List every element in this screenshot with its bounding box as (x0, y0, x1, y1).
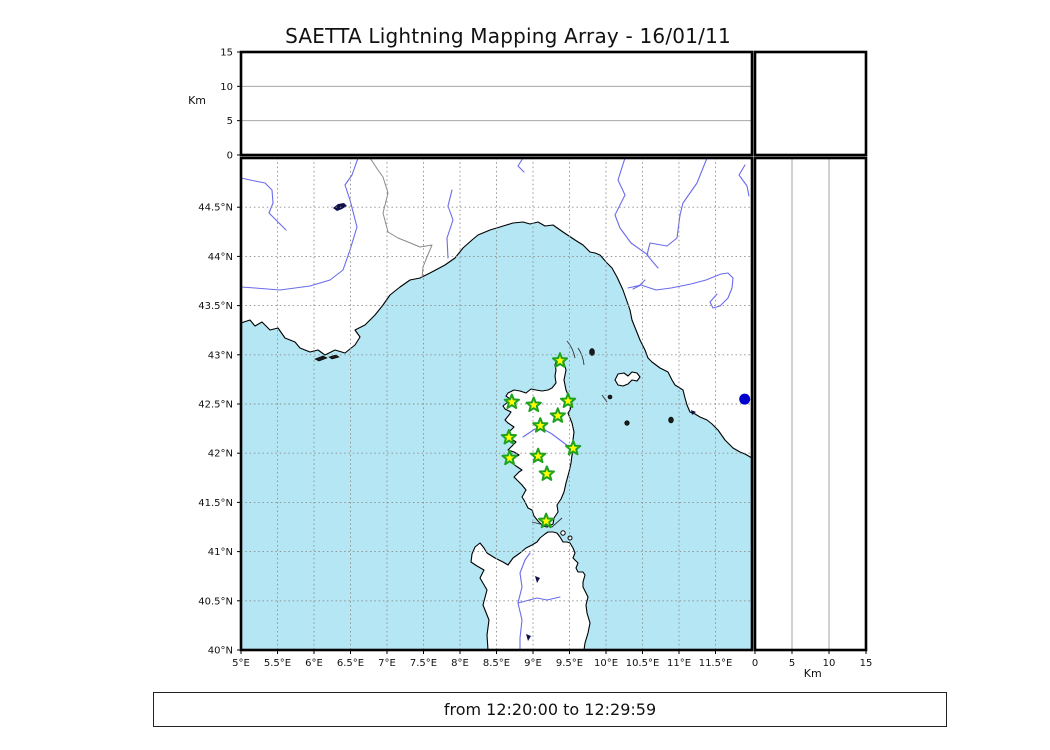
hyeres-islands (314, 354, 340, 362)
lat-tick-label: 43.5°N (198, 301, 233, 312)
sardinia-island (470, 531, 591, 650)
panel-gridlines (241, 85, 830, 650)
sardinia-lake (535, 576, 540, 583)
altitude-longitude-panel-bg (241, 52, 752, 155)
lma-station-marker (503, 393, 520, 410)
lma-station-marker (532, 417, 549, 433)
lon-tick-label: 8.5°E (483, 658, 510, 669)
lon-tick-label: 6.5°E (337, 658, 364, 669)
lon-tick-label: 11°E (667, 658, 691, 669)
coastal-lagoon (691, 410, 696, 415)
maddalena-island-2 (567, 535, 573, 541)
altitude-top-tick-label: 15 (220, 48, 233, 59)
altitude-histogram-panel (753, 50, 868, 157)
map-panel (239, 156, 754, 652)
coastal-detail-lines (531, 340, 608, 528)
maddalena-island (560, 530, 566, 536)
lon-tick-label: 6°E (305, 658, 323, 669)
altitude-axis-unit-left: Km (188, 94, 206, 107)
markers (500, 352, 751, 529)
altitude-longitude-panel (239, 50, 754, 157)
lat-tick-label: 44.5°N (198, 203, 233, 214)
rivers (241, 158, 750, 650)
lat-tick-label: 40°N (208, 646, 233, 657)
altitude-right-tick-label: 15 (860, 658, 873, 669)
lma-station-marker (551, 352, 569, 368)
lon-tick-label: 5°E (232, 658, 250, 669)
pianosa-island (607, 394, 613, 400)
altitude-right-tick-label: 5 (789, 658, 795, 669)
figure-title: SAETTA Lightning Mapping Array - 16/01/1… (285, 24, 731, 48)
lma-station-marker (500, 429, 517, 445)
lma-station-marker (538, 512, 555, 529)
map-geography (241, 158, 752, 650)
lon-tick-label: 11.5°E (699, 658, 733, 669)
lightning-source-dot (739, 393, 751, 405)
lat-tick-label: 41°N (208, 547, 233, 558)
elba-island (614, 371, 641, 387)
altitude-latitude-panel-bg (755, 158, 866, 650)
capraia-island (589, 348, 595, 356)
lma-station-marker (565, 439, 582, 456)
lma-station-marker (538, 465, 555, 481)
lon-tick-label: 9°E (524, 658, 542, 669)
lon-tick-label: 10°E (594, 658, 618, 669)
lat-tick-label: 41.5°N (198, 498, 233, 509)
altitude-top-tick-label: 5 (227, 116, 233, 127)
lon-tick-label: 5.5°E (264, 658, 291, 669)
altitude-right-tick-label: 10 (823, 658, 836, 669)
sardinia-lake-2 (526, 634, 531, 641)
lma-station-marker (501, 449, 518, 466)
lat-tick-label: 42°N (208, 449, 233, 460)
lon-tick-label: 9.5°E (556, 658, 583, 669)
montecristo-island (624, 420, 630, 426)
lma-station-marker (525, 396, 542, 413)
lon-tick-label: 7°E (378, 658, 396, 669)
lma-station-marker (530, 447, 547, 464)
lat-tick-label: 40.5°N (198, 596, 233, 607)
country-border (369, 158, 433, 279)
giglio-island (668, 416, 674, 424)
altitude-right-tick-label: 0 (752, 658, 758, 669)
lma-station-marker (559, 392, 577, 409)
lma-station-marker (549, 407, 566, 423)
altitude-top-tick-label: 0 (227, 151, 233, 162)
altitude-latitude-panel (753, 156, 868, 652)
altitude-top-tick-label: 10 (220, 82, 233, 93)
axis-ticks-and-labels: 5°E 5.5°E 6°E 6.5°E 7°E 7.5°E 8°E 8.5°E 9°E 9.5°E… (188, 48, 872, 681)
lat-tick-label: 44°N (208, 252, 233, 263)
time-range-box: from 12:20:00 to 12:29:59 (153, 692, 947, 727)
lon-tick-label: 8°E (451, 658, 469, 669)
altitude-axis-unit-right: Km (804, 667, 822, 680)
lon-tick-label: 10.5°E (626, 658, 660, 669)
map-gridlines (241, 158, 752, 650)
lon-tick-label: 7.5°E (410, 658, 437, 669)
time-range-text: from 12:20:00 to 12:29:59 (443, 700, 657, 719)
lat-tick-label: 42.5°N (198, 400, 233, 411)
altitude-histogram-panel-bg (755, 52, 866, 155)
lat-tick-label: 43°N (208, 350, 233, 361)
